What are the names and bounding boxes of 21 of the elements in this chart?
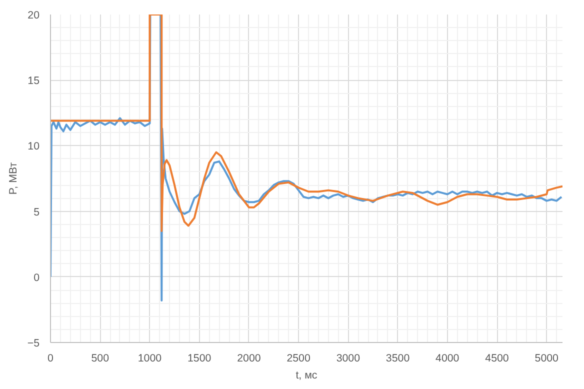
y-tick-label: −5 xyxy=(27,338,40,350)
y-tick-label: 20 xyxy=(28,10,40,22)
y-tick-label: 10 xyxy=(28,140,40,153)
x-tick-label: 2500 xyxy=(286,352,310,364)
x-tick-label: 2000 xyxy=(237,352,261,364)
line-series xyxy=(50,14,562,302)
y-tick-label: 15 xyxy=(28,75,40,88)
x-tick-label: 1000 xyxy=(138,352,162,364)
x-tick-label: 3000 xyxy=(336,352,360,364)
x-tick-label: 4000 xyxy=(436,352,460,364)
x-axis-title: t, мс xyxy=(296,370,318,382)
x-tick-label: 4500 xyxy=(485,352,509,364)
y-axis-title: P, МВт xyxy=(7,162,20,195)
y-tick-label: 5 xyxy=(34,206,40,218)
x-tick-label: 1500 xyxy=(187,352,212,364)
x-tick-label: 5000 xyxy=(534,352,559,364)
x-tick-label: 3500 xyxy=(386,352,410,364)
x-tick-label: 500 xyxy=(91,352,110,364)
y-tick-label: 0 xyxy=(34,272,40,284)
x-tick-label: 0 xyxy=(48,352,54,364)
line-series xyxy=(50,14,562,232)
